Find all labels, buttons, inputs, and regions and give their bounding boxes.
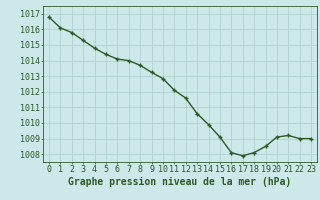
X-axis label: Graphe pression niveau de la mer (hPa): Graphe pression niveau de la mer (hPa) (68, 177, 292, 187)
